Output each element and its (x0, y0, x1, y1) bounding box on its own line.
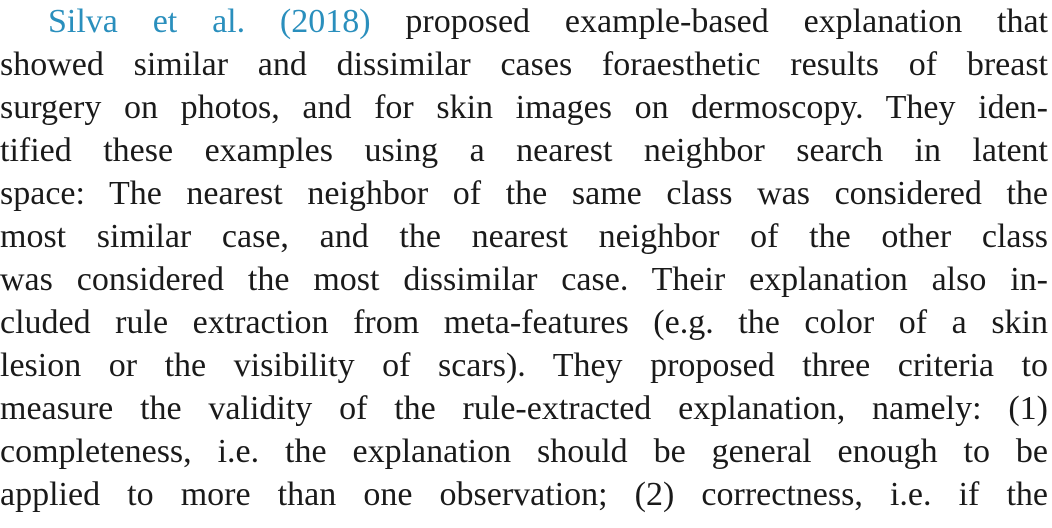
paragraph-line-12: applied to more than one observation; (2… (0, 476, 1048, 513)
paragraph-line-3: surgery on photos, and for skin images o… (0, 89, 1048, 126)
paragraph-line-11: completeness, i.e. the explanation shoul… (0, 433, 1048, 470)
line-1-text: proposed example-based explanation that (370, 3, 1048, 40)
paragraph-line-6: most similar case, and the nearest neigh… (0, 218, 1048, 255)
paragraph-line-2: showed similar and dissimilar cases fora… (0, 46, 1048, 83)
citation-link[interactable]: Silva et al. (2018) (48, 3, 371, 40)
paragraph-line-1: Silva et al. (2018) proposed example-bas… (48, 0, 1048, 44)
paragraph-line-7: was considered the most dissimilar case.… (0, 261, 1048, 298)
paragraph-line-4: tified these examples using a nearest ne… (0, 132, 1048, 169)
paragraph-line-9: lesion or the visibility of scars). They… (0, 347, 1048, 384)
paragraph-line-8: cluded rule extraction from meta-feature… (0, 304, 1048, 341)
paragraph-line-5: space: The nearest neighbor of the same … (0, 175, 1048, 212)
paragraph-line-10: measure the validity of the rule-extract… (0, 390, 1048, 427)
